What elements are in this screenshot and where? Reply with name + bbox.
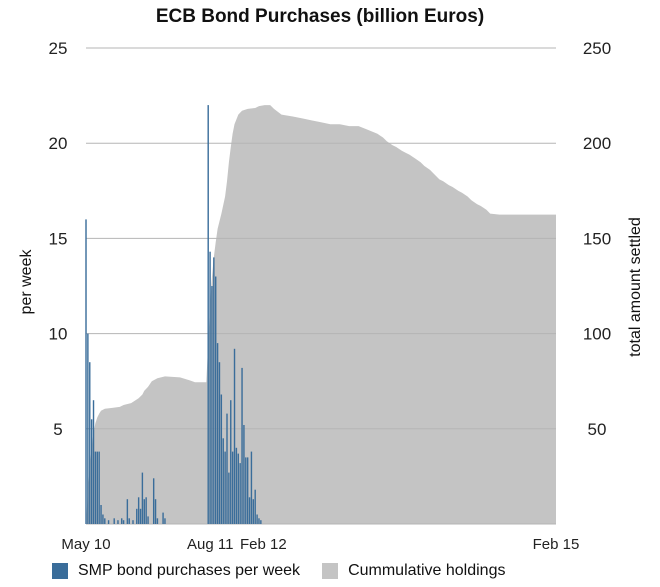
purchase-bar xyxy=(128,518,130,524)
x-tick-label: Aug 11 xyxy=(187,536,233,553)
legend-label-holdings: Cummulative holdings xyxy=(348,562,506,579)
purchase-bar xyxy=(100,505,102,524)
holdings-area xyxy=(86,105,556,524)
legend-swatch-purchases xyxy=(52,563,68,579)
purchase-bar xyxy=(207,105,209,524)
purchase-bar xyxy=(254,489,256,524)
purchase-bar xyxy=(92,400,95,524)
purchase-bar xyxy=(104,518,106,524)
purchase-bar xyxy=(248,497,251,524)
y-left-tick-label: 5 xyxy=(53,420,62,439)
y-left-tick-label: 20 xyxy=(49,134,68,153)
purchase-bar xyxy=(258,518,260,524)
purchase-bar xyxy=(213,257,215,524)
x-tick-label: Feb 15 xyxy=(533,536,580,553)
purchase-bar xyxy=(231,451,234,524)
purchase-bar xyxy=(222,438,224,524)
purchase-bar xyxy=(132,520,134,524)
purchase-bar xyxy=(154,499,157,524)
purchase-bar xyxy=(243,425,245,524)
purchase-bar xyxy=(215,276,217,524)
legend-item-purchases: SMP bond purchases per week xyxy=(52,562,300,580)
purchase-bar xyxy=(156,518,159,524)
y-right-tick-label: 200 xyxy=(583,134,611,153)
purchase-bar xyxy=(233,348,236,524)
purchase-bar xyxy=(228,472,230,524)
y-left-tick-label: 25 xyxy=(49,39,68,58)
purchase-bar xyxy=(220,394,223,524)
purchase-bar xyxy=(241,367,243,524)
purchase-bar xyxy=(147,516,149,524)
legend-swatch-holdings xyxy=(322,563,339,579)
purchase-bar xyxy=(121,518,123,524)
purchase-bar xyxy=(117,520,119,524)
purchase-bar xyxy=(98,451,100,524)
purchase-bar xyxy=(122,520,125,524)
legend-item-holdings: Cummulative holdings xyxy=(322,562,505,580)
purchase-bar xyxy=(164,518,166,524)
y-left-tick-label: 15 xyxy=(49,229,68,248)
purchase-bar xyxy=(85,219,87,524)
purchase-bar xyxy=(250,451,253,524)
purchase-bar xyxy=(237,453,239,524)
purchase-bar xyxy=(139,508,142,524)
purchase-bar xyxy=(152,478,155,524)
legend: SMP bond purchases per week Cummulative … xyxy=(52,560,527,582)
purchase-bar xyxy=(89,362,91,524)
x-tick-label: Feb 12 xyxy=(240,536,287,553)
purchase-bar xyxy=(224,451,226,524)
y-axis-left-label: per week xyxy=(18,249,35,315)
y-right-tick-label: 150 xyxy=(583,229,611,248)
purchase-bar xyxy=(260,520,262,524)
y-axis-right-label: total amount settled xyxy=(627,217,644,357)
purchase-bar xyxy=(90,419,93,524)
purchase-bar xyxy=(141,472,144,524)
y-left-tick-label: 10 xyxy=(49,325,68,344)
purchase-bar xyxy=(145,497,147,524)
purchase-bar xyxy=(113,518,115,524)
purchase-bar xyxy=(239,463,241,524)
purchase-bar xyxy=(252,499,255,524)
purchase-bar xyxy=(216,343,219,524)
y-right-tick-label: 250 xyxy=(583,39,611,58)
purchase-bar xyxy=(211,286,213,524)
purchase-bar xyxy=(209,251,211,524)
purchase-bar xyxy=(107,520,110,524)
y-right-tick-label: 100 xyxy=(583,325,611,344)
chart-title: ECB Bond Purchases (billion Euros) xyxy=(155,6,485,27)
purchase-bar xyxy=(218,362,221,524)
purchase-bar xyxy=(162,512,164,524)
purchase-bar xyxy=(96,451,98,524)
purchase-bar xyxy=(235,447,238,524)
purchase-bar xyxy=(143,499,145,524)
purchase-bar xyxy=(94,451,97,524)
purchase-bar xyxy=(137,497,140,524)
purchase-bar xyxy=(102,514,104,524)
purchase-bar xyxy=(245,457,247,524)
purchase-bar xyxy=(246,457,249,524)
purchase-bar xyxy=(230,400,232,524)
purchase-bar xyxy=(126,499,129,524)
y-right-tick-label: 50 xyxy=(588,420,607,439)
purchase-bar xyxy=(136,508,138,524)
legend-label-purchases: SMP bond purchases per week xyxy=(78,562,301,579)
purchase-bar xyxy=(226,413,228,524)
purchase-bar xyxy=(256,514,258,524)
purchase-bar xyxy=(87,333,89,524)
x-tick-label: May 10 xyxy=(61,536,110,553)
